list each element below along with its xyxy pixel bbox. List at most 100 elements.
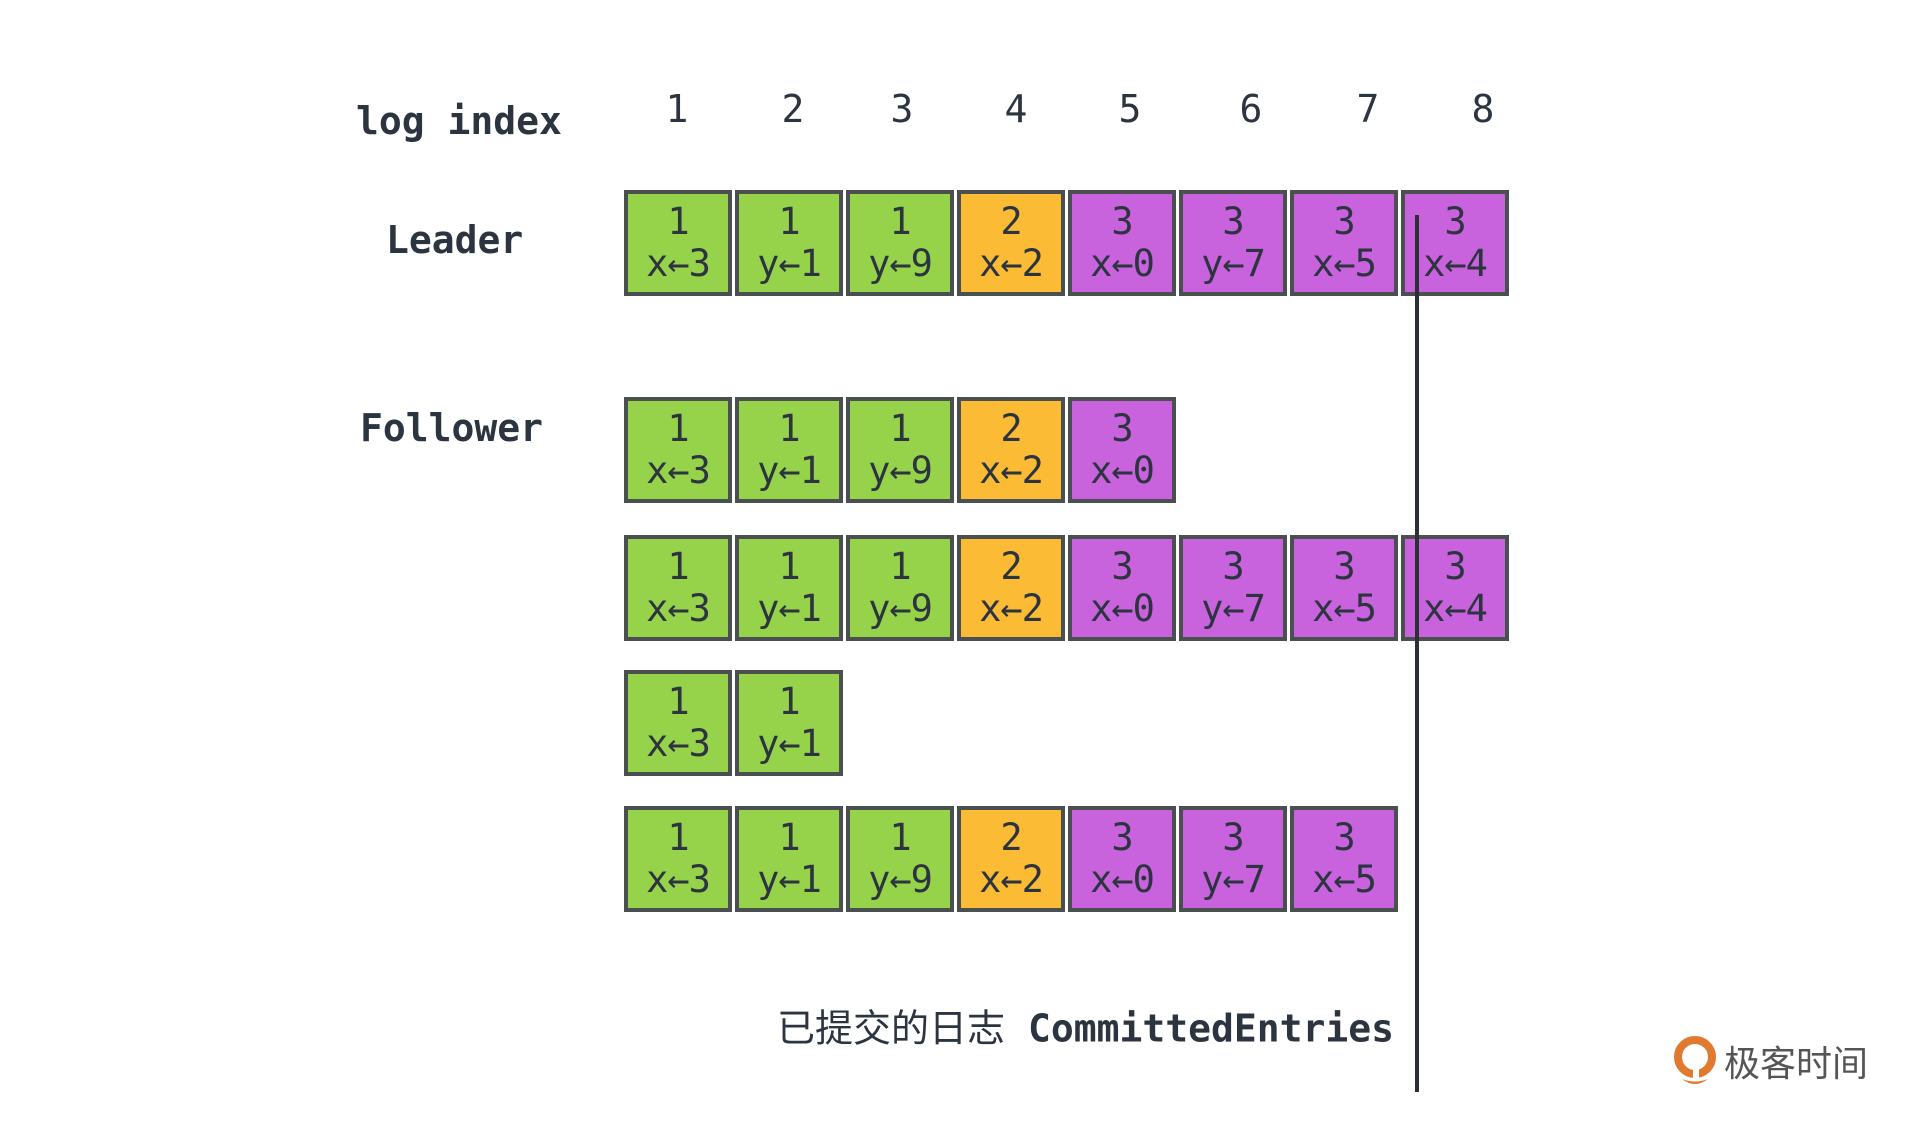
log-entry: 3 x←4 [1401,190,1509,296]
entry-command: y←7 [1201,587,1266,630]
log-entry: 1 y←9 [846,806,954,912]
log-entry: 3 x←5 [1290,535,1398,641]
log-entry: 2 x←2 [957,535,1065,641]
caption-chinese: 已提交的日志 [777,1006,1006,1051]
entry-command: y←7 [1201,858,1266,901]
log-entry: 3 y←7 [1179,535,1287,641]
entry-term: 3 [1222,545,1244,588]
log-entry: 1 y←1 [735,397,843,503]
log-index-1: 1 [665,87,689,131]
entry-term: 3 [1222,200,1244,243]
entry-term: 3 [1333,200,1355,243]
entry-command: x←3 [646,449,711,492]
entry-term: 1 [889,200,911,243]
entry-term: 1 [778,816,800,859]
entry-term: 1 [778,200,800,243]
caption-english: CommittedEntries [1027,1006,1394,1051]
entry-command: y←9 [868,587,933,630]
entry-term: 2 [1000,816,1022,859]
log-entry: 3 y←7 [1179,190,1287,296]
entry-command: y←1 [757,722,822,765]
entry-term: 3 [1111,200,1133,243]
commit-boundary-line [1415,215,1419,1092]
log-entry: 1 y←1 [735,670,843,776]
entry-term: 1 [778,680,800,723]
follower-1-log: 1 x←3 1 y←1 1 y←9 2 x←2 3 x←0 [624,397,1176,503]
geektime-logo: 极客时间 [1672,1035,1868,1087]
entry-command: x←0 [1090,242,1155,285]
entry-command: x←2 [979,587,1044,630]
entry-command: x←4 [1423,242,1488,285]
log-index-5: 5 [1118,87,1142,131]
leader-label: Leader [386,218,524,262]
log-entry: 1 y←9 [846,190,954,296]
entry-command: y←9 [868,242,933,285]
log-entry: 1 y←9 [846,535,954,641]
entry-term: 3 [1333,816,1355,859]
log-entry: 1 y←1 [735,535,843,641]
entry-term: 3 [1111,545,1133,588]
log-index-8: 8 [1471,87,1495,131]
log-entry: 3 x←5 [1290,806,1398,912]
log-entry: 1 y←1 [735,806,843,912]
log-index-label: log index [356,99,562,143]
log-entry: 3 y←7 [1179,806,1287,912]
log-entry: 1 x←3 [624,535,732,641]
entry-command: y←1 [757,587,822,630]
entry-term: 2 [1000,200,1022,243]
entry-term: 1 [667,545,689,588]
log-entry: 1 y←1 [735,190,843,296]
entry-term: 1 [667,407,689,450]
entry-command: y←7 [1201,242,1266,285]
log-index-6: 6 [1239,87,1263,131]
leader-log: 1 x←3 1 y←1 1 y←9 2 x←2 3 x←0 3 y←7 3 x←5 3 x←4 [624,190,1509,296]
log-index-3: 3 [890,87,914,131]
entry-command: x←5 [1312,587,1377,630]
entry-command: x←4 [1423,587,1488,630]
entry-command: x←2 [979,858,1044,901]
geektime-logo-icon [1674,1036,1716,1084]
log-entry: 3 x←4 [1401,535,1509,641]
entry-command: y←1 [757,242,822,285]
log-entry: 1 y←9 [846,397,954,503]
entry-term: 3 [1222,816,1244,859]
entry-term: 1 [889,407,911,450]
entry-term: 1 [667,200,689,243]
entry-command: y←9 [868,449,933,492]
entry-command: y←1 [757,449,822,492]
entry-term: 3 [1444,545,1466,588]
log-entry: 1 x←3 [624,806,732,912]
follower-2-log: 1 x←3 1 y←1 1 y←9 2 x←2 3 x←0 3 y←7 3 x←5 3 x←4 [624,535,1509,641]
entry-command: x←0 [1090,449,1155,492]
entry-term: 2 [1000,545,1022,588]
entry-command: x←3 [646,242,711,285]
entry-command: x←3 [646,722,711,765]
entry-command: y←1 [757,858,822,901]
follower-4-log: 1 x←3 1 y←1 1 y←9 2 x←2 3 x←0 3 y←7 3 x←5 [624,806,1398,912]
entry-command: x←2 [979,242,1044,285]
entry-command: x←3 [646,858,711,901]
log-index-2: 2 [781,87,805,131]
entry-command: y←9 [868,858,933,901]
entry-command: x←5 [1312,858,1377,901]
entry-term: 3 [1444,200,1466,243]
log-entry: 3 x←0 [1068,806,1176,912]
entry-term: 1 [667,680,689,723]
log-entry: 1 x←3 [624,190,732,296]
entry-command: x←5 [1312,242,1377,285]
log-entry: 1 x←3 [624,397,732,503]
log-entry: 3 x←0 [1068,397,1176,503]
log-index-7: 7 [1356,87,1380,131]
log-entry: 1 x←3 [624,670,732,776]
entry-term: 1 [778,407,800,450]
entry-term: 3 [1111,816,1133,859]
entry-term: 1 [889,545,911,588]
entry-term: 1 [889,816,911,859]
log-entry: 3 x←0 [1068,535,1176,641]
log-entry: 2 x←2 [957,806,1065,912]
log-entry: 3 x←5 [1290,190,1398,296]
entry-term: 3 [1111,407,1133,450]
entry-command: x←3 [646,587,711,630]
entry-term: 1 [778,545,800,588]
logo-text: 极客时间 [1724,1044,1869,1085]
